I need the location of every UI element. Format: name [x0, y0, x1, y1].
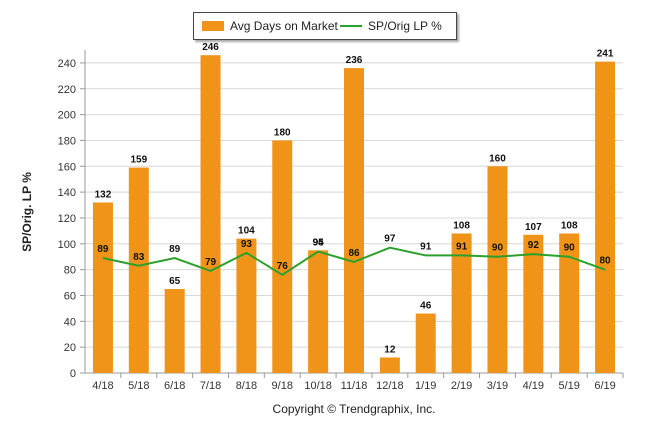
bar-value-label: 241 — [597, 49, 614, 60]
legend-label-avg-days: Avg Days on Market — [230, 19, 338, 33]
bar — [595, 61, 616, 374]
bar — [487, 166, 508, 373]
y-tick-label: 60 — [64, 290, 76, 302]
line-value-label: 90 — [492, 243, 504, 254]
bar-value-label: 95 — [313, 237, 325, 248]
chart-legend: Avg Days on Market SP/Orig LP % — [193, 12, 457, 40]
legend-label-sp-orig: SP/Orig LP % — [368, 19, 442, 33]
x-tick-label: 10/18 — [304, 380, 332, 392]
line-value-label: 89 — [169, 244, 181, 255]
line-value-label: 97 — [384, 234, 396, 245]
bar — [379, 357, 400, 373]
y-tick-label: 40 — [64, 316, 76, 328]
y-tick-label: 140 — [58, 187, 76, 199]
x-tick-label: 6/18 — [164, 380, 185, 392]
x-tick-label: 4/18 — [92, 380, 113, 392]
y-tick-label: 240 — [58, 58, 76, 70]
line-value-label: 83 — [133, 252, 145, 263]
line-value-label: 91 — [420, 241, 432, 252]
line-value-label: 92 — [528, 240, 540, 251]
line-value-label: 89 — [97, 244, 109, 255]
bar — [559, 233, 580, 373]
bar-value-label: 108 — [561, 220, 578, 231]
bar — [92, 202, 113, 373]
line-value-label: 79 — [205, 257, 217, 268]
bar-value-label: 160 — [489, 153, 506, 164]
bar-value-label: 12 — [384, 344, 396, 355]
x-tick-label: 2/19 — [451, 380, 472, 392]
bar-value-label: 104 — [238, 226, 255, 237]
legend-swatch-avg-days — [202, 21, 224, 31]
x-tick-label: 12/18 — [376, 380, 404, 392]
bar — [308, 250, 329, 373]
copyright-text: Copyright © Trendgraphix, Inc. — [272, 402, 436, 416]
y-tick-label: 200 — [58, 110, 76, 122]
y-tick-label: 20 — [64, 342, 76, 354]
line-value-label: 94 — [313, 238, 325, 249]
y-tick-label: 220 — [58, 84, 76, 96]
y-tick-label: 160 — [58, 161, 76, 173]
line-series-sp-orig — [102, 246, 606, 276]
x-tick-label: 3/19 — [487, 380, 508, 392]
x-tick-label: 11/18 — [341, 380, 368, 392]
x-tick-label: 1/19 — [415, 380, 436, 392]
y-tick-label: 0 — [70, 368, 76, 380]
y-axis-label: SP/Orig. LP % — [20, 172, 34, 252]
bar-value-label: 246 — [202, 42, 219, 53]
line-value-label: 90 — [564, 243, 576, 254]
x-tick-label: 4/19 — [523, 380, 544, 392]
bar — [344, 68, 364, 373]
x-tick-label: 9/18 — [272, 380, 293, 392]
bar — [200, 55, 221, 373]
x-tick-label: 5/19 — [558, 380, 579, 392]
bar — [128, 167, 149, 373]
bar-value-label: 159 — [130, 155, 147, 166]
bar-value-label: 107 — [525, 222, 542, 233]
bar — [164, 289, 185, 373]
bar — [523, 234, 544, 373]
line-value-label: 91 — [456, 241, 468, 252]
bar-value-label: 46 — [420, 301, 432, 312]
x-tick-label: 8/18 — [236, 380, 257, 392]
x-tick-label: 5/18 — [128, 380, 149, 392]
bar-value-label: 236 — [346, 55, 363, 66]
y-tick-label: 80 — [64, 265, 76, 277]
legend-swatch-sp-orig — [340, 25, 362, 27]
line-value-label: 80 — [600, 256, 612, 267]
line-value-label: 93 — [241, 239, 253, 250]
bar-value-label: 108 — [453, 220, 470, 231]
x-tick-label: 7/18 — [200, 380, 221, 392]
y-tick-label: 120 — [58, 213, 76, 225]
bar — [415, 313, 436, 373]
line-value-label: 86 — [348, 248, 360, 259]
bar — [272, 140, 293, 373]
bar-value-label: 65 — [169, 276, 181, 287]
bar — [451, 233, 472, 373]
bar-value-label: 132 — [95, 189, 112, 200]
y-tick-label: 180 — [58, 135, 76, 147]
line-value-label: 76 — [277, 261, 289, 272]
bar — [236, 238, 257, 373]
bar-value-label: 180 — [274, 127, 291, 138]
x-tick-label: 6/19 — [594, 380, 615, 392]
y-tick-label: 100 — [58, 239, 76, 251]
